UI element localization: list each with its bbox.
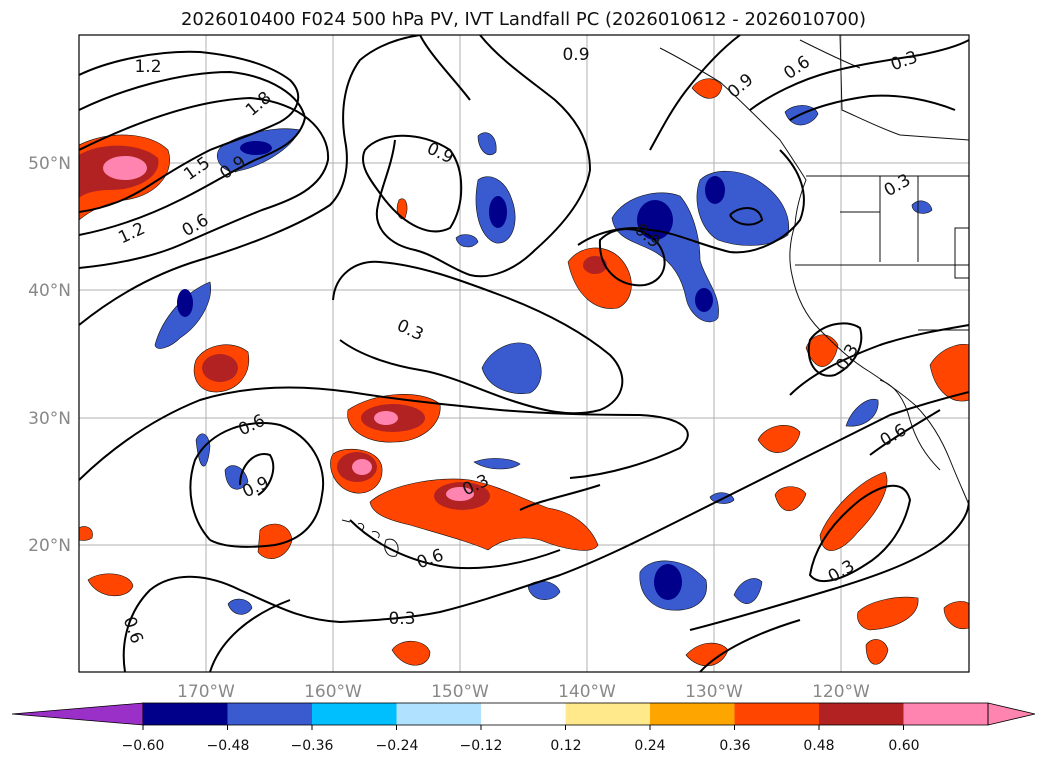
colorbar-segment: [143, 703, 228, 725]
lat-label: 40°N: [28, 281, 71, 301]
colorbar-segment: [650, 703, 735, 725]
colorbar-tick-label: 0.24: [634, 738, 665, 754]
colorbar-segment: [396, 703, 482, 725]
lon-label: 150°W: [431, 682, 489, 702]
colorbar-tick-label: −0.60: [122, 738, 165, 754]
pv-contours: [79, 35, 969, 672]
colorbar-tick-label: 0.60: [888, 738, 919, 754]
colorbar-segment: [481, 703, 566, 725]
positive-anomalies: [79, 78, 969, 666]
colorbar-tick-label: −0.12: [460, 738, 503, 754]
colorbar: −0.60 −0.48 −0.36 −0.24 −0.12 0.12 0.24 …: [11, 702, 1036, 754]
contour-label: 0.3: [388, 609, 415, 629]
lat-label: 20°N: [28, 536, 71, 556]
map-title: 2026010400 F024 500 hPa PV, IVT Landfall…: [180, 9, 867, 30]
colorbar-segment: [819, 703, 904, 725]
contour-label: 0.9: [562, 45, 589, 65]
lon-label: 160°W: [304, 682, 362, 702]
lon-label: 140°W: [558, 682, 616, 702]
hawaii-islands: [341, 519, 399, 557]
latitude-labels: 50°N 40°N 30°N 20°N: [28, 154, 71, 556]
longitude-labels: 170°W 160°W 150°W 140°W 130°W 120°W: [177, 682, 870, 702]
lat-label: 50°N: [28, 154, 71, 174]
colorbar-tick-labels: −0.60 −0.48 −0.36 −0.24 −0.12 0.12 0.24 …: [122, 738, 920, 754]
lon-label: 120°W: [812, 682, 870, 702]
colorbar-tick-label: 0.36: [719, 738, 750, 754]
colorbar-tick-label: −0.48: [207, 738, 250, 754]
colorbar-segment: [734, 703, 820, 725]
lon-label: 170°W: [177, 682, 235, 702]
colorbar-segment: [227, 703, 313, 725]
colorbar-tick-label: 0.12: [550, 738, 581, 754]
colorbar-segment: [312, 703, 397, 725]
contour-label: 1.2: [134, 57, 161, 77]
lat-label: 30°N: [28, 409, 71, 429]
colorbar-ticks: [142, 725, 904, 730]
colorbar-segment: [903, 703, 989, 725]
colorbar-segment: [565, 703, 651, 725]
colorbar-segments: [11, 702, 1036, 726]
colorbar-tick-label: −0.36: [291, 738, 334, 754]
colorbar-tick-label: −0.24: [376, 738, 419, 754]
colorbar-tick-label: 0.48: [803, 738, 834, 754]
colorbar-extend-high: [987, 702, 1036, 726]
plot-frame: [78, 34, 970, 673]
colorbar-extend-low: [11, 702, 144, 726]
lon-label: 130°W: [685, 682, 743, 702]
